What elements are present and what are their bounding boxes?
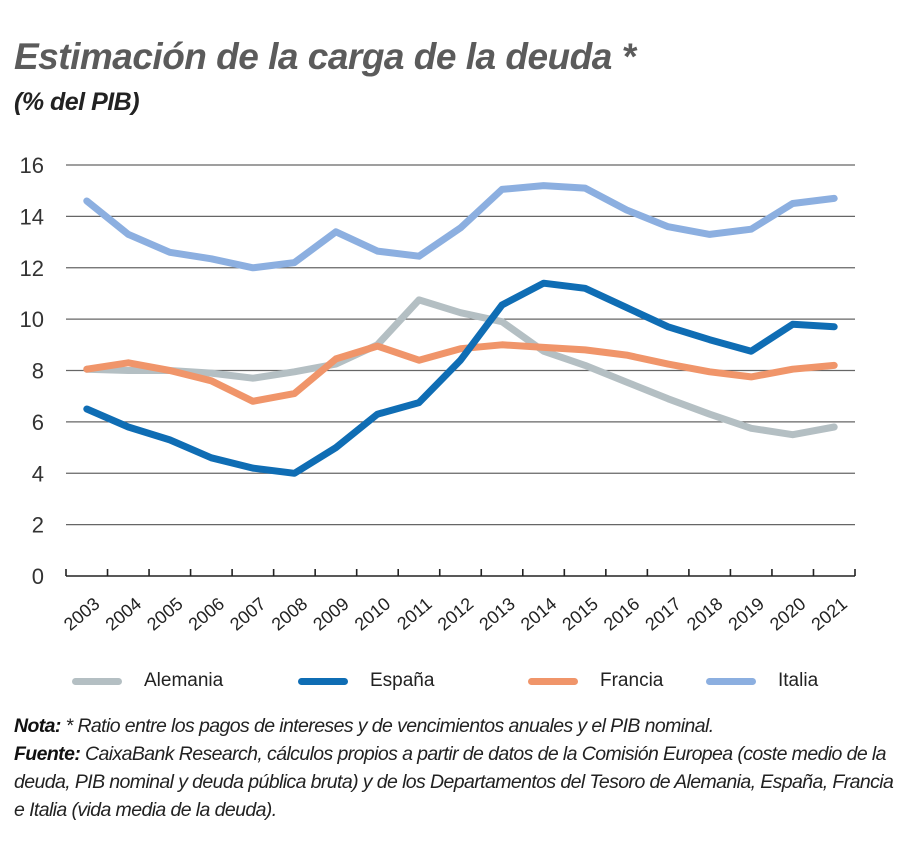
x-tick-label: 2019	[724, 594, 768, 635]
x-tick-label: 2017	[641, 594, 685, 635]
x-tick-label: 2004	[102, 594, 146, 635]
source-label: Fuente:	[14, 743, 81, 765]
note-text: * Ratio entre los pagos de intereses y d…	[60, 715, 715, 737]
x-tick-label: 2013	[475, 594, 519, 635]
legend-swatch-espana	[298, 677, 348, 685]
y-tick-label: 6	[32, 410, 44, 435]
y-tick-label: 14	[20, 204, 44, 229]
y-tick-label: 12	[20, 256, 44, 281]
legend-item-alemania: Alemania	[72, 670, 223, 692]
legend-label: Alemania	[144, 670, 224, 691]
chart-title: Estimación de la carga de la deuda *	[14, 36, 636, 77]
y-tick-label: 2	[32, 513, 44, 538]
source-text: CaixaBank Research, cálculos propios a p…	[14, 743, 894, 821]
x-tick-label: 2012	[434, 594, 478, 635]
x-tick-label: 2020	[766, 594, 810, 635]
note-label: Nota:	[14, 715, 61, 737]
x-tick-label: 2011	[393, 594, 436, 634]
source-line: Fuente: CaixaBank Research, cálculos pro…	[14, 740, 894, 824]
chart-subtitle: (% del PIB)	[14, 88, 140, 116]
legend-swatch-francia	[528, 677, 578, 685]
x-tick-label: 2018	[683, 594, 727, 635]
x-tick-label: 2014	[517, 594, 561, 635]
x-tick-label: 2015	[558, 594, 602, 635]
y-tick-label: 4	[32, 461, 44, 486]
legend-label: Italia	[778, 670, 819, 691]
series-lines	[83, 182, 838, 477]
x-tick-label: 2007	[226, 594, 270, 635]
x-tick-label: 2010	[351, 594, 395, 635]
legend-swatch-italia	[706, 677, 756, 685]
legend-swatch-alemania	[72, 677, 122, 685]
x-tick-label: 2009	[309, 594, 353, 635]
series-line-espana	[83, 279, 838, 477]
y-axis-ticks: 0 2 4 6 8 10 12 14 16	[20, 153, 44, 589]
legend-label: Francia	[600, 670, 664, 691]
legend-label: España	[370, 670, 435, 691]
y-tick-label: 8	[32, 359, 44, 384]
x-tick-label: 2003	[60, 594, 104, 635]
x-tick-label: 2005	[143, 594, 187, 635]
note-line: Nota: * Ratio entre los pagos de interes…	[14, 712, 894, 740]
series-line-italia	[83, 182, 838, 272]
x-tick-label: 2006	[185, 594, 229, 635]
x-tick-label: 2016	[600, 594, 644, 635]
y-tick-label: 0	[32, 564, 44, 589]
legend: Alemania España Francia Italia	[0, 670, 900, 694]
chart-footnote: Nota: * Ratio entre los pagos de interes…	[14, 712, 894, 824]
x-tick-label: 2008	[268, 594, 312, 635]
legend-item-francia: Francia	[528, 670, 663, 692]
x-tick-label: 2021	[808, 594, 852, 635]
legend-item-italia: Italia	[706, 670, 818, 692]
y-tick-label: 16	[20, 153, 44, 178]
series-line-alemania	[83, 296, 838, 439]
legend-item-espana: España	[298, 670, 434, 692]
series-line-francia	[83, 341, 838, 405]
y-tick-label: 10	[20, 307, 44, 332]
